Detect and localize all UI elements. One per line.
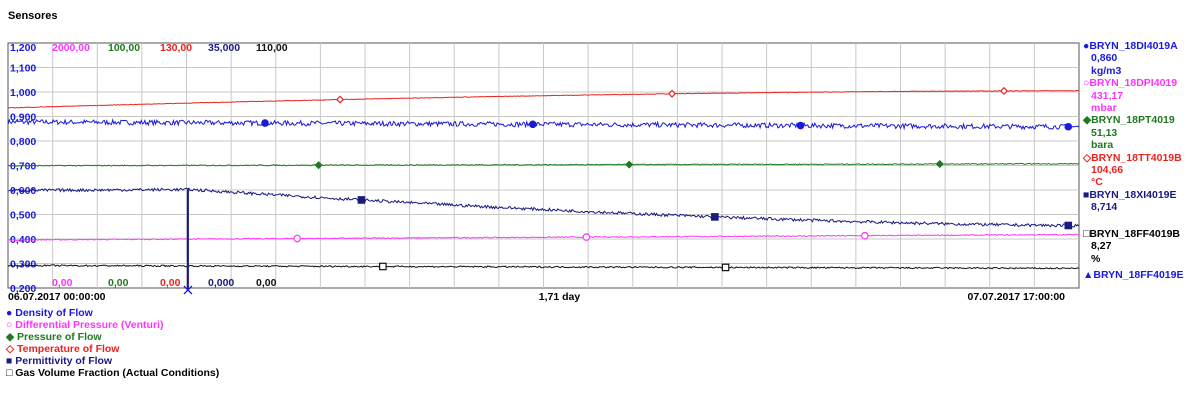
y-tick-label: 1,000 bbox=[10, 87, 36, 99]
right-series-tag: ◇BRYN_18TT4019B bbox=[1083, 151, 1182, 164]
axis-scale-bottom: 0,00 bbox=[160, 277, 181, 289]
right-series-value: 8,27 bbox=[1091, 240, 1112, 253]
series-marker bbox=[582, 233, 591, 241]
axis-scale-top: 100,00 bbox=[108, 42, 140, 54]
series-marker bbox=[860, 231, 869, 240]
series-marker bbox=[721, 263, 730, 272]
right-series-unit: mbar bbox=[1091, 102, 1117, 115]
right-series-value: 8,714 bbox=[1091, 201, 1118, 214]
axis-scale-top: 110,00 bbox=[256, 42, 288, 54]
series-line bbox=[8, 264, 1080, 270]
y-tick-label: 0,700 bbox=[10, 161, 36, 173]
series-marker bbox=[293, 234, 301, 243]
series-marker bbox=[796, 121, 805, 130]
series-line bbox=[7, 233, 1080, 241]
axis-scale-bottom: 0,00 bbox=[52, 277, 73, 289]
y-tick-label: 1,200 bbox=[10, 42, 36, 54]
series-marker bbox=[1064, 122, 1073, 131]
series-marker bbox=[667, 89, 677, 98]
legend-item: □ Gas Volume Fraction (Actual Conditions… bbox=[6, 367, 220, 379]
right-series-tag: ◆BRYN_18PT4019 bbox=[1083, 114, 1175, 127]
series-marker bbox=[999, 86, 1009, 95]
right-value-panel: ●BRYN_18DI4019A 0,860 kg/m3 ○BRYN_18DPI4019… bbox=[1083, 40, 1203, 281]
x-axis-start-label: 06.07.2017 00:00:00 bbox=[8, 291, 106, 303]
bottom-legend: ● Density of Flow ○ Differential Pressure… bbox=[6, 307, 219, 379]
right-series-unit: kg/m3 bbox=[1091, 64, 1122, 77]
right-series-tag: ○BRYN_18DPI4019 bbox=[1083, 77, 1178, 90]
series-marker bbox=[1064, 221, 1073, 230]
spike-cross-marker bbox=[183, 285, 193, 295]
series-line bbox=[7, 89, 1080, 109]
axis-scale-top: 130,00 bbox=[160, 42, 192, 54]
axis-scale-top: 2000,00 bbox=[52, 42, 90, 54]
right-series-unit: % bbox=[1091, 252, 1101, 265]
right-series-value: 51,13 bbox=[1091, 126, 1118, 139]
right-series-tag: ▲BRYN_18FF4019E bbox=[1083, 268, 1184, 281]
right-series-tag: □BRYN_18FF4019B bbox=[1083, 227, 1180, 240]
series-line bbox=[7, 187, 1080, 228]
series-marker bbox=[261, 119, 269, 127]
series-marker bbox=[935, 159, 944, 169]
axis-scale-bottom: 0,00 bbox=[108, 277, 129, 289]
chart-title: Sensores bbox=[8, 10, 58, 22]
legend-item: ○ Differential Pressure (Venturi) bbox=[6, 319, 164, 331]
legend-item: ◆ Pressure of Flow bbox=[6, 331, 102, 343]
axis-scale-top: 35,000 bbox=[208, 42, 240, 54]
series-marker bbox=[711, 213, 719, 221]
series-marker bbox=[528, 120, 537, 129]
right-series-tag: ●BRYN_18DI4019A bbox=[1083, 40, 1178, 52]
y-tick-label: 0,500 bbox=[10, 210, 36, 222]
right-series-value: 431,17 bbox=[1091, 89, 1124, 102]
series-marker bbox=[625, 160, 634, 169]
series-marker bbox=[335, 95, 345, 104]
series-marker bbox=[379, 262, 387, 271]
y-tick-label: 0,200 bbox=[10, 283, 36, 295]
y-tick-label: 0,800 bbox=[10, 136, 36, 148]
right-series-tag: ■BRYN_18XI4019E bbox=[1083, 188, 1177, 201]
right-series-value: 0,860 bbox=[1091, 52, 1118, 65]
x-axis-end-label: 07.07.2017 17:00:00 bbox=[968, 291, 1066, 303]
legend-item: ■ Permittivity of Flow bbox=[6, 355, 113, 367]
legend-item: ◇ Temperature of Flow bbox=[6, 343, 120, 355]
series-marker bbox=[357, 196, 366, 204]
axis-scale-bottom: 0,000 bbox=[208, 277, 234, 289]
series-line bbox=[7, 162, 1080, 167]
right-series-unit: bara bbox=[1091, 139, 1114, 152]
legend-item: ● Density of Flow bbox=[6, 307, 93, 319]
series-marker bbox=[314, 161, 323, 170]
right-series-unit: °C bbox=[1091, 176, 1103, 189]
series-line bbox=[7, 118, 1080, 131]
x-axis-mid-label: 1,71 day bbox=[539, 291, 581, 303]
y-tick-label: 1,100 bbox=[10, 63, 36, 75]
right-series-value: 104,66 bbox=[1091, 164, 1124, 177]
axis-scale-bottom: 0,00 bbox=[256, 277, 277, 289]
